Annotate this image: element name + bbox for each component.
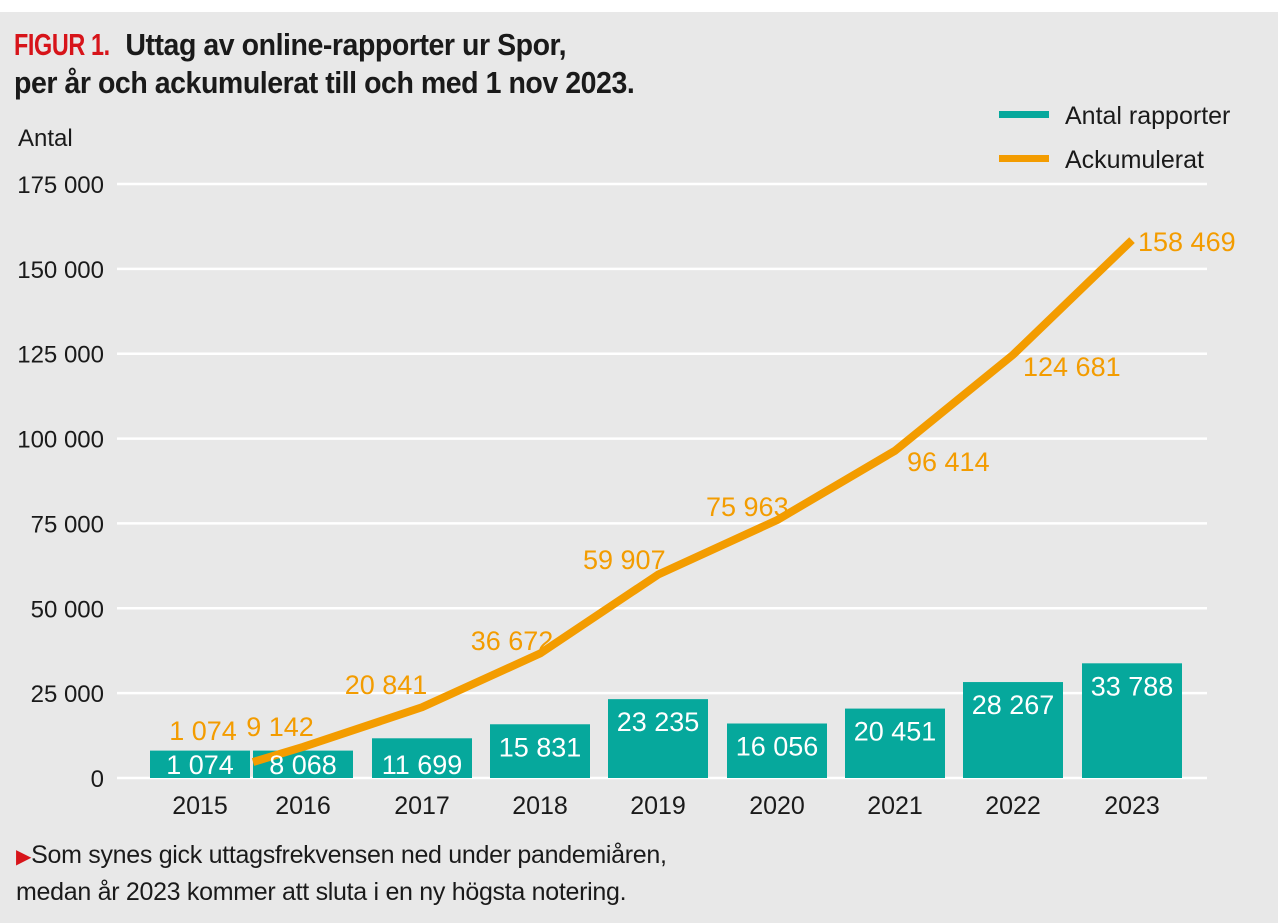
chart-title: FIGUR 1. Uttag av online-rapporter ur Sp… [14,26,635,102]
footnote-line-2: medan år 2023 kommer att sluta i en ny h… [16,878,627,906]
bar-value-label: 1 074 [166,750,234,780]
line-value-label: 1 074 [169,716,237,746]
footnote: ▶Som synes gick uttagsfrekvensen ned und… [16,838,667,910]
bar [727,723,827,778]
bar [845,708,945,778]
bar-value-label: 23 235 [617,707,700,737]
line-labels: 1 074 9 142 20 841 36 672 59 907 75 963 96 414… [169,227,1235,746]
bar [490,724,590,778]
bar-labels: 1 074 8 068 11 699 15 831 23 235 16 056 20 451… [166,671,1173,780]
y-axis-label: Antal [18,125,73,152]
line-series [251,237,1135,766]
legend-label-line: Ackumulerat [1065,146,1204,174]
x-tick-label: 2015 [172,792,228,820]
line-value-label: 36 672 [471,626,554,656]
y-tick-label: 175 000 [17,172,104,199]
legend-swatch-bars [999,111,1049,118]
line-value-label: 158 469 [1138,227,1236,257]
y-tick-label: 150 000 [17,257,104,284]
bar [1082,663,1182,778]
x-tick-label: 2023 [1104,792,1160,820]
y-tick-label: 125 000 [17,342,104,369]
x-tick-label: 2021 [867,792,923,820]
figure-label: FIGUR 1. [14,27,110,62]
title-line-1: FIGUR 1. Uttag av online-rapporter ur Sp… [14,26,634,64]
x-tick-labels: 2015 2016 2017 2018 2019 2020 2021 2022 2023 [172,792,1160,820]
y-tick-labels: 0 25 000 50 000 75 000 100 000 125 000 150 000… [17,172,104,793]
y-tick-label: 25 000 [31,681,104,708]
bar-value-label: 33 788 [1091,671,1174,701]
bar [372,738,472,778]
y-tick-label: 100 000 [17,427,104,454]
bar-value-label: 28 267 [972,690,1055,720]
bar-value-label: 15 831 [499,732,582,762]
x-tick-label: 2020 [749,792,805,820]
bar-value-label: 20 451 [854,717,937,747]
y-tick-label: 75 000 [31,511,104,538]
line-value-label: 124 681 [1023,352,1121,382]
triangle-right-icon: ▶ [16,846,32,868]
legend: Antal rapporter Ackumulerat [999,102,1230,174]
x-tick-label: 2016 [275,792,331,820]
y-tick-label: 0 [91,766,104,793]
bar [150,750,250,778]
legend-swatch-line [999,155,1049,162]
bar-value-label: 16 056 [736,732,819,762]
footnote-text-1: Som synes gick uttagsfrekvensen ned unde… [31,841,667,869]
bar-value-label: 11 699 [382,750,463,780]
bar-value-label: 8 068 [269,750,337,780]
title-text-1: Uttag av online-rapporter ur Spor, [125,27,567,62]
y-tick-label: 50 000 [31,596,104,623]
line-value-label: 75 963 [706,492,789,522]
line-value-label: 20 841 [345,670,428,700]
x-tick-label: 2019 [630,792,686,820]
footnote-line-1: ▶Som synes gick uttagsfrekvensen ned und… [16,838,667,875]
x-tick-label: 2018 [512,792,568,820]
x-tick-label: 2017 [394,792,450,820]
line-value-label: 9 142 [246,712,314,742]
line-value-label: 59 907 [583,545,666,575]
bar [608,699,708,778]
line-value-label: 96 414 [907,447,990,477]
bar [963,682,1063,778]
title-line-2: per år och ackumulerat till och med 1 no… [14,65,635,100]
bar-series [150,663,1182,778]
x-tick-label: 2022 [985,792,1041,820]
legend-label-bars: Antal rapporter [1065,102,1230,130]
